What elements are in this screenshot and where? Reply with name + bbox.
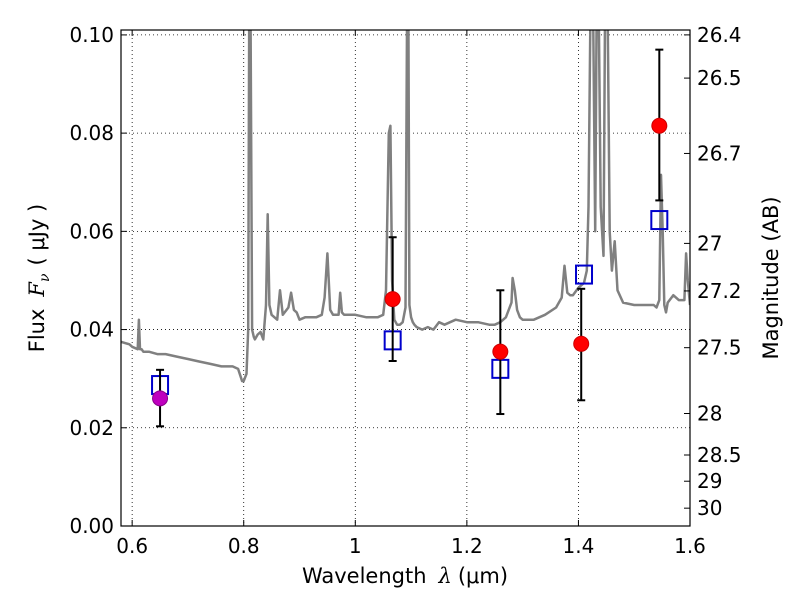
y-tick-label: 0.08 [69,121,114,145]
y-axis-label: Flux Fν ( μJy ) [25,204,53,352]
y-axis-label-subscript: ν [37,273,53,282]
x-tick-label: 0.8 [228,534,260,558]
y-tick-label: 0.02 [69,416,114,440]
y-axis-label-symbol: F [25,281,49,298]
x-axis-label: Wavelength λ (μm) [302,564,508,588]
model-photometry-square [650,210,669,231]
x-axis-label-symbol: λ [438,564,452,588]
y-axis-label-prefix: Flux [25,309,49,353]
y-tick-label: 0.00 [69,514,114,538]
observed-photometry-point [492,343,509,360]
data-points-layer [151,48,669,428]
model-spectrum-line [121,30,690,383]
y-tick-label: 0.04 [69,318,114,342]
y-tick-label: 0.10 [69,23,114,47]
magnitude-tick-label: 26.5 [697,66,742,90]
y-axis-label-unit: ( μJy ) [25,204,49,266]
model-photometry-square [575,264,594,285]
observed-photometry-point [651,117,668,134]
x-axis-label-prefix: Wavelength [302,564,427,588]
magnitude-tick-label: 28 [697,401,722,425]
magnitude-tick-label: 26.4 [697,23,742,47]
magnitude-tick-label: 30 [697,496,722,520]
model-spectrum-layer [121,30,690,383]
magnitude-tick-label: 26.7 [697,141,742,165]
magnitude-tick-label: 27 [697,231,722,255]
y-tick-label: 0.06 [69,219,114,243]
x-tick-label: 1 [349,534,362,558]
observed-photometry-point [573,335,590,352]
magnitude-tick-label: 28.5 [697,443,742,467]
x-tick-label: 0.6 [116,534,148,558]
x-tick-label: 1.4 [563,534,595,558]
plot-frame [120,29,691,527]
observed-photometry-point [384,291,401,308]
axis-ticks: 0.6 0.8 1 1.2 1.4 1.6 0.00 0.02 0.04 0.06 0.08 0.10… [69,23,741,558]
observed-photometry-point [152,390,169,407]
magnitude-axis-label: Magnitude (AB) [759,196,783,359]
magnitude-tick-label: 27.2 [697,279,742,303]
x-axis-label-unit: (μm) [458,564,508,588]
magnitude-tick-label: 29 [697,469,722,493]
x-tick-label: 1.6 [674,534,706,558]
magnitude-tick-label: 27.5 [697,336,742,360]
x-tick-label: 1.2 [451,534,483,558]
